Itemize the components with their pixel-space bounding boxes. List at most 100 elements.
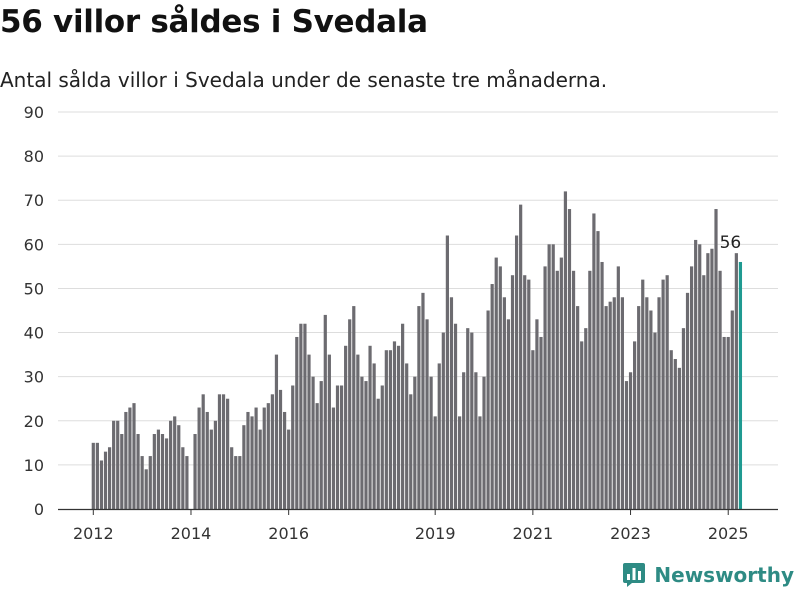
bar: [441, 332, 445, 509]
y-tick-label: 50: [24, 279, 44, 298]
bar: [689, 266, 694, 509]
bar: [327, 354, 331, 509]
newsworthy-logo[interactable]: Newsworthy: [622, 560, 794, 590]
bar: [91, 442, 95, 509]
bar: [486, 310, 490, 509]
bar: [637, 306, 641, 509]
bar-highlight: [738, 261, 743, 509]
bar: [702, 275, 706, 509]
bar: [620, 297, 624, 509]
y-tick-label: 80: [24, 147, 44, 166]
bar: [384, 350, 388, 509]
bar: [181, 447, 185, 509]
bar: [201, 394, 205, 509]
bar: [555, 270, 559, 509]
bar: [726, 336, 730, 509]
bar: [449, 297, 454, 509]
bar: [685, 292, 690, 509]
bar: [254, 407, 258, 509]
y-tick-label: 40: [24, 324, 44, 343]
bar: [234, 456, 238, 509]
bar: [706, 253, 710, 509]
bar: [437, 363, 441, 509]
bar: [250, 416, 254, 509]
bar: [116, 420, 120, 509]
bar: [677, 367, 681, 509]
bar: [490, 284, 494, 509]
bar: [673, 359, 677, 509]
bar: [160, 434, 165, 509]
bar: [506, 319, 511, 509]
bar: [128, 407, 132, 509]
bar: [124, 411, 128, 509]
bar: [657, 297, 661, 509]
bar: [205, 411, 209, 509]
bar: [417, 306, 421, 509]
bar: [571, 270, 576, 509]
bar: [730, 310, 734, 509]
bar: [136, 434, 140, 509]
x-tick-label: 2016: [268, 524, 309, 543]
bar: [645, 297, 649, 509]
bar: [173, 416, 177, 509]
bar: [405, 363, 409, 509]
bar: [303, 323, 307, 509]
bar: [401, 323, 405, 509]
bar: [567, 209, 572, 509]
bar: [226, 398, 230, 509]
bar: [649, 310, 653, 509]
bar: [681, 328, 686, 509]
bar: [539, 336, 543, 509]
bar: [348, 319, 352, 509]
bar: [315, 403, 319, 509]
bar: [494, 257, 498, 509]
bar: [177, 425, 181, 509]
bar: [270, 394, 274, 509]
bar: [274, 354, 279, 509]
bar: [103, 451, 108, 509]
bar: [242, 425, 246, 509]
bar: [356, 354, 360, 509]
bar: [592, 213, 596, 509]
bar: [734, 253, 738, 509]
bar: [380, 385, 384, 509]
bar: [588, 270, 592, 509]
bar: [169, 420, 173, 509]
bar: [470, 332, 474, 509]
y-tick-label: 20: [24, 412, 44, 431]
bar: [616, 266, 620, 509]
chart-title: 56 villor såldes i Svedala: [0, 4, 428, 40]
bar: [140, 456, 144, 509]
bar: [563, 191, 568, 509]
bar: [213, 420, 217, 509]
chart-subtitle: Antal sålda villor i Svedala under de se…: [0, 68, 608, 92]
bar: [665, 275, 669, 509]
bar: [694, 239, 698, 510]
bar: [458, 416, 462, 509]
bar: [364, 381, 368, 509]
x-tick-label: 2021: [513, 524, 554, 543]
bar: [429, 376, 433, 509]
bar: [510, 275, 515, 509]
bar: [551, 244, 555, 509]
x-tick-label: 2014: [171, 524, 212, 543]
value-annotation: 56: [720, 233, 742, 253]
bar: [661, 279, 665, 509]
bar: [628, 372, 633, 509]
bar: [331, 407, 336, 509]
bar: [95, 442, 99, 509]
bar: [559, 257, 563, 509]
bar: [156, 429, 161, 509]
bar-chart-logo-icon: [623, 563, 646, 587]
bar: [335, 385, 340, 509]
y-tick-label: 10: [24, 456, 44, 475]
bar: [344, 345, 348, 509]
bar: [519, 204, 523, 509]
bar: [112, 420, 116, 509]
bar: [368, 345, 372, 509]
bar: [633, 341, 637, 509]
bar: [319, 381, 323, 509]
bar: [144, 469, 148, 509]
bar: [722, 336, 726, 509]
bar: [148, 456, 152, 509]
